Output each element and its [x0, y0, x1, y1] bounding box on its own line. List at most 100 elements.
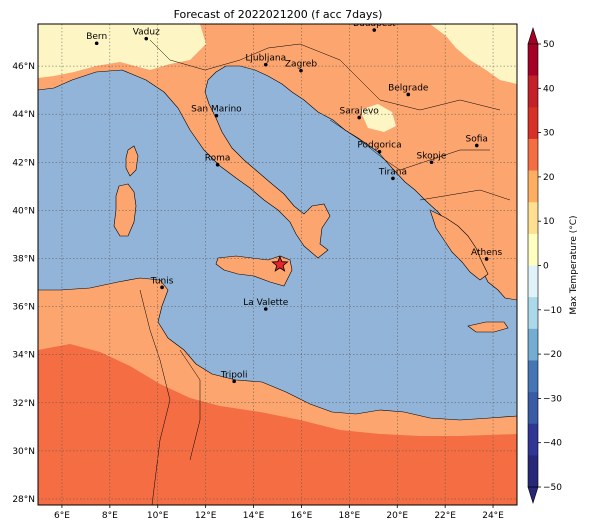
city-dot: [406, 92, 411, 97]
colorbar-cells: [527, 26, 539, 505]
lat-tick-label: 34°N: [12, 351, 35, 361]
warm-zone-sahara: [38, 344, 517, 505]
lat-tick-label: 32°N: [12, 399, 35, 409]
map-frame: [37, 23, 518, 506]
colorbar-tick-label: 0: [543, 262, 549, 272]
city-dot: [144, 36, 149, 41]
colorbar-tick-label: 30: [543, 129, 555, 139]
border-line: [204, 43, 301, 71]
city-dot: [357, 115, 361, 120]
colorbar-cell: [528, 423, 538, 456]
colorbar-tick-label: −10: [543, 306, 562, 316]
colorbar-cell: [528, 265, 538, 298]
city-dot: [484, 257, 489, 261]
border-line: [379, 99, 501, 111]
colorbar-cell: [528, 328, 538, 361]
border-line: [329, 119, 401, 171]
lat-tick-label: 40°N: [12, 206, 35, 216]
city-label: San Marino: [191, 105, 242, 115]
colorbar-cell: [528, 170, 538, 203]
land-crete: [467, 321, 509, 333]
land-sicily: [215, 255, 293, 287]
city-label: Zagreb: [285, 60, 317, 70]
colorbar-tick-label: 20: [543, 173, 555, 183]
city-dot: [299, 68, 303, 73]
colorbar-tick-label: −30: [543, 394, 562, 404]
lon-tick-label: 10°E: [147, 511, 169, 521]
city-dot: [263, 62, 268, 67]
border-line: [149, 39, 206, 71]
city-label: Athens: [471, 248, 502, 258]
star-marker-icon: [271, 255, 289, 272]
colorbar-cell: [528, 297, 538, 330]
colorbar-ticks: 50 40 30 20 10 0 −10 −20 −30 −40 −50: [538, 40, 562, 493]
figure-title: Forecast of 2022021200 (f acc 7days): [174, 8, 383, 21]
cool-patch-balkans: [360, 104, 396, 132]
city-label: La Valette: [243, 298, 288, 308]
latitude-tick-labels: 28°N 30°N 32°N 34°N 36°N 38°N 40°N 42°N 44°N 46°N: [12, 62, 35, 505]
city-dot: [429, 160, 434, 165]
lon-tick-label: 16°E: [291, 511, 313, 521]
city-dot: [214, 113, 219, 118]
city-label: Vaduz: [133, 28, 160, 38]
city-dot: [391, 176, 395, 181]
colorbar-tick-label: −50: [543, 483, 562, 493]
colorbar-cell: [528, 392, 538, 425]
colorbar-cell: [528, 107, 538, 140]
border-line: [179, 349, 201, 461]
border-line: [419, 189, 511, 201]
lon-tick-label: 22°E: [434, 511, 456, 521]
map-panel: 6°E 8°E 10°E 12°E 14°E 16°E 18°E 20°E 22°E 24°E 2…: [12, 19, 518, 521]
colorbar-cell: [528, 44, 538, 76]
event-marker-layer: [271, 255, 289, 272]
border-line: [299, 43, 381, 101]
lon-tick-label: 20°E: [386, 511, 408, 521]
colorbar-tick-label: 10: [543, 217, 555, 227]
lon-tick-label: 24°E: [482, 511, 504, 521]
lat-tick-label: 42°N: [12, 158, 35, 168]
colorbar: 50 40 30 20 10 0 −10 −20 −30 −40 −50 Max Temperatu…: [527, 26, 579, 505]
lat-tick-label: 36°N: [12, 303, 35, 313]
city-dot: [377, 149, 382, 154]
colorbar-cell: [528, 75, 538, 108]
colorbar-cell: [528, 202, 538, 235]
city-label: Skopje: [417, 151, 447, 161]
colorbar-cell: [528, 360, 538, 393]
lon-tick-label: 14°E: [243, 511, 265, 521]
border-line: [139, 289, 171, 505]
colorbar-extend-top: [527, 26, 539, 45]
city-label: Ljubljana: [245, 54, 286, 64]
lon-tick-label: 18°E: [339, 511, 361, 521]
city-dot: [474, 143, 479, 148]
graticule: [38, 24, 517, 505]
lat-tick-label: 28°N: [12, 495, 35, 505]
city-dot: [94, 41, 99, 46]
colorbar-tick-label: −20: [543, 350, 562, 360]
city-label: Sarajevo: [340, 107, 380, 117]
lat-tick-label: 46°N: [12, 62, 35, 72]
colorbar-cell: [528, 138, 538, 171]
land-sardinia: [113, 183, 137, 237]
colorbar-tick-label: 40: [543, 84, 555, 94]
land-corsica: [125, 145, 139, 177]
lon-tick-label: 8°E: [102, 511, 118, 521]
lat-tick-label: 44°N: [12, 110, 35, 120]
lat-tick-label: 30°N: [12, 447, 35, 457]
city-label: Tirana: [378, 167, 407, 177]
colorbar-tick-label: −40: [543, 439, 562, 449]
city-label: Belgrade: [388, 83, 429, 93]
lat-tick-label: 38°N: [12, 254, 35, 264]
city-label: Tunis: [150, 276, 174, 286]
colorbar-label: Max Temperature (°C): [569, 215, 579, 314]
colorbar-cell: [528, 455, 538, 488]
land-europe: [38, 24, 517, 301]
city-label: Budapest: [353, 19, 396, 29]
city-label: Sofia: [466, 134, 488, 144]
colorbar-cell: [528, 233, 538, 266]
city-label: Bern: [86, 32, 107, 42]
colorbar-extend-bottom: [527, 486, 539, 505]
city-label: Roma: [205, 154, 231, 164]
lon-tick-label: 6°E: [54, 511, 70, 521]
